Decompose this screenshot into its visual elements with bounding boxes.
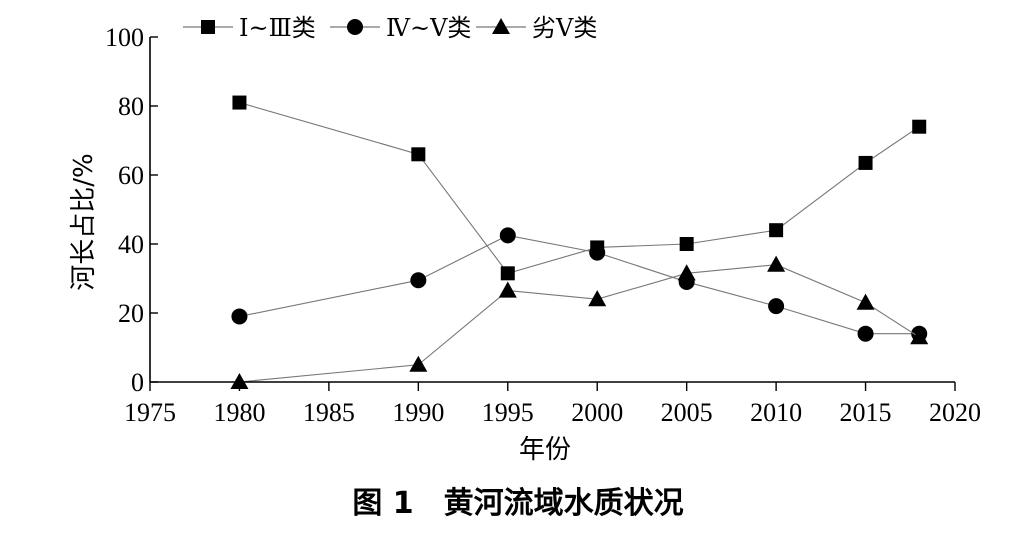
x-tick-label: 1985 <box>303 398 355 427</box>
x-tick-label: 1975 <box>124 398 176 427</box>
y-tick-label: 0 <box>131 368 144 397</box>
legend-marker <box>201 20 215 34</box>
figure-caption: 图 1 黄河流域水质状况 <box>352 486 683 521</box>
data-point <box>500 266 515 281</box>
x-tick-label: 2020 <box>929 398 981 427</box>
series-layer <box>230 95 929 390</box>
data-point <box>499 227 516 244</box>
data-point <box>410 272 427 289</box>
series-line <box>239 102 920 274</box>
legend-marker <box>347 19 363 35</box>
data-point <box>679 237 694 251</box>
data-point <box>498 281 517 298</box>
data-point <box>910 328 929 345</box>
series-3 <box>230 255 929 390</box>
legend-label: Ⅳ~Ⅴ类 <box>386 14 471 42</box>
y-axis-title: 河长占比/% <box>69 153 99 290</box>
legend-item-3: 劣Ⅴ类 <box>476 14 597 42</box>
legend-marker <box>492 17 510 35</box>
legend-label: 劣Ⅴ类 <box>532 14 597 42</box>
data-point <box>232 95 247 110</box>
axes <box>149 37 955 383</box>
data-point <box>411 147 426 162</box>
x-tick-label: 2000 <box>571 398 623 427</box>
x-tick-label: 1995 <box>482 398 534 427</box>
y-tick-label: 20 <box>118 299 144 328</box>
x-tick-label: 2015 <box>840 398 892 427</box>
legend: Ⅰ~Ⅲ类 Ⅳ~Ⅴ类 劣Ⅴ类 <box>183 14 597 42</box>
data-point <box>912 119 927 134</box>
data-point <box>769 223 784 238</box>
y-tick-label: 40 <box>118 230 144 259</box>
data-point <box>589 244 606 261</box>
data-point <box>768 298 785 315</box>
series-1 <box>232 95 927 281</box>
y-tick-label: 60 <box>118 161 144 190</box>
series-line <box>239 264 920 383</box>
ticks: 0 20 40 60 80 100 1975 1980 1985 1990 1995 2000 2005… <box>105 23 981 427</box>
x-tick-label: 2010 <box>750 398 802 427</box>
data-point <box>677 264 696 281</box>
legend-item-2: Ⅳ~Ⅴ类 <box>330 14 471 42</box>
data-point <box>409 355 428 372</box>
x-tick-label: 1980 <box>213 398 265 427</box>
series-line <box>239 234 920 335</box>
legend-label: Ⅰ~Ⅲ类 <box>239 14 316 42</box>
data-point <box>588 290 607 307</box>
data-point <box>230 372 249 390</box>
y-tick-label: 80 <box>118 92 144 121</box>
data-point <box>231 308 248 325</box>
x-axis-title: 年份 <box>519 435 571 465</box>
x-tick-label: 1990 <box>392 398 444 427</box>
data-point <box>857 325 874 342</box>
legend-item-1: Ⅰ~Ⅲ类 <box>183 14 316 42</box>
data-point <box>858 155 873 170</box>
data-point <box>767 255 786 272</box>
data-point <box>856 293 875 310</box>
x-tick-label: 2005 <box>661 398 713 427</box>
y-tick-label: 100 <box>105 23 144 52</box>
